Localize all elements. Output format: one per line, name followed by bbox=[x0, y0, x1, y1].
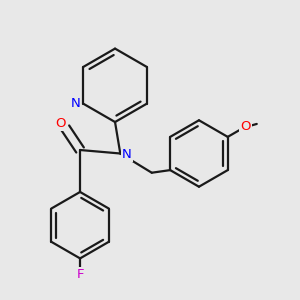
Text: O: O bbox=[240, 120, 250, 133]
Text: N: N bbox=[122, 148, 131, 161]
Text: F: F bbox=[76, 268, 84, 281]
Text: N: N bbox=[71, 97, 80, 110]
Text: O: O bbox=[55, 117, 66, 130]
